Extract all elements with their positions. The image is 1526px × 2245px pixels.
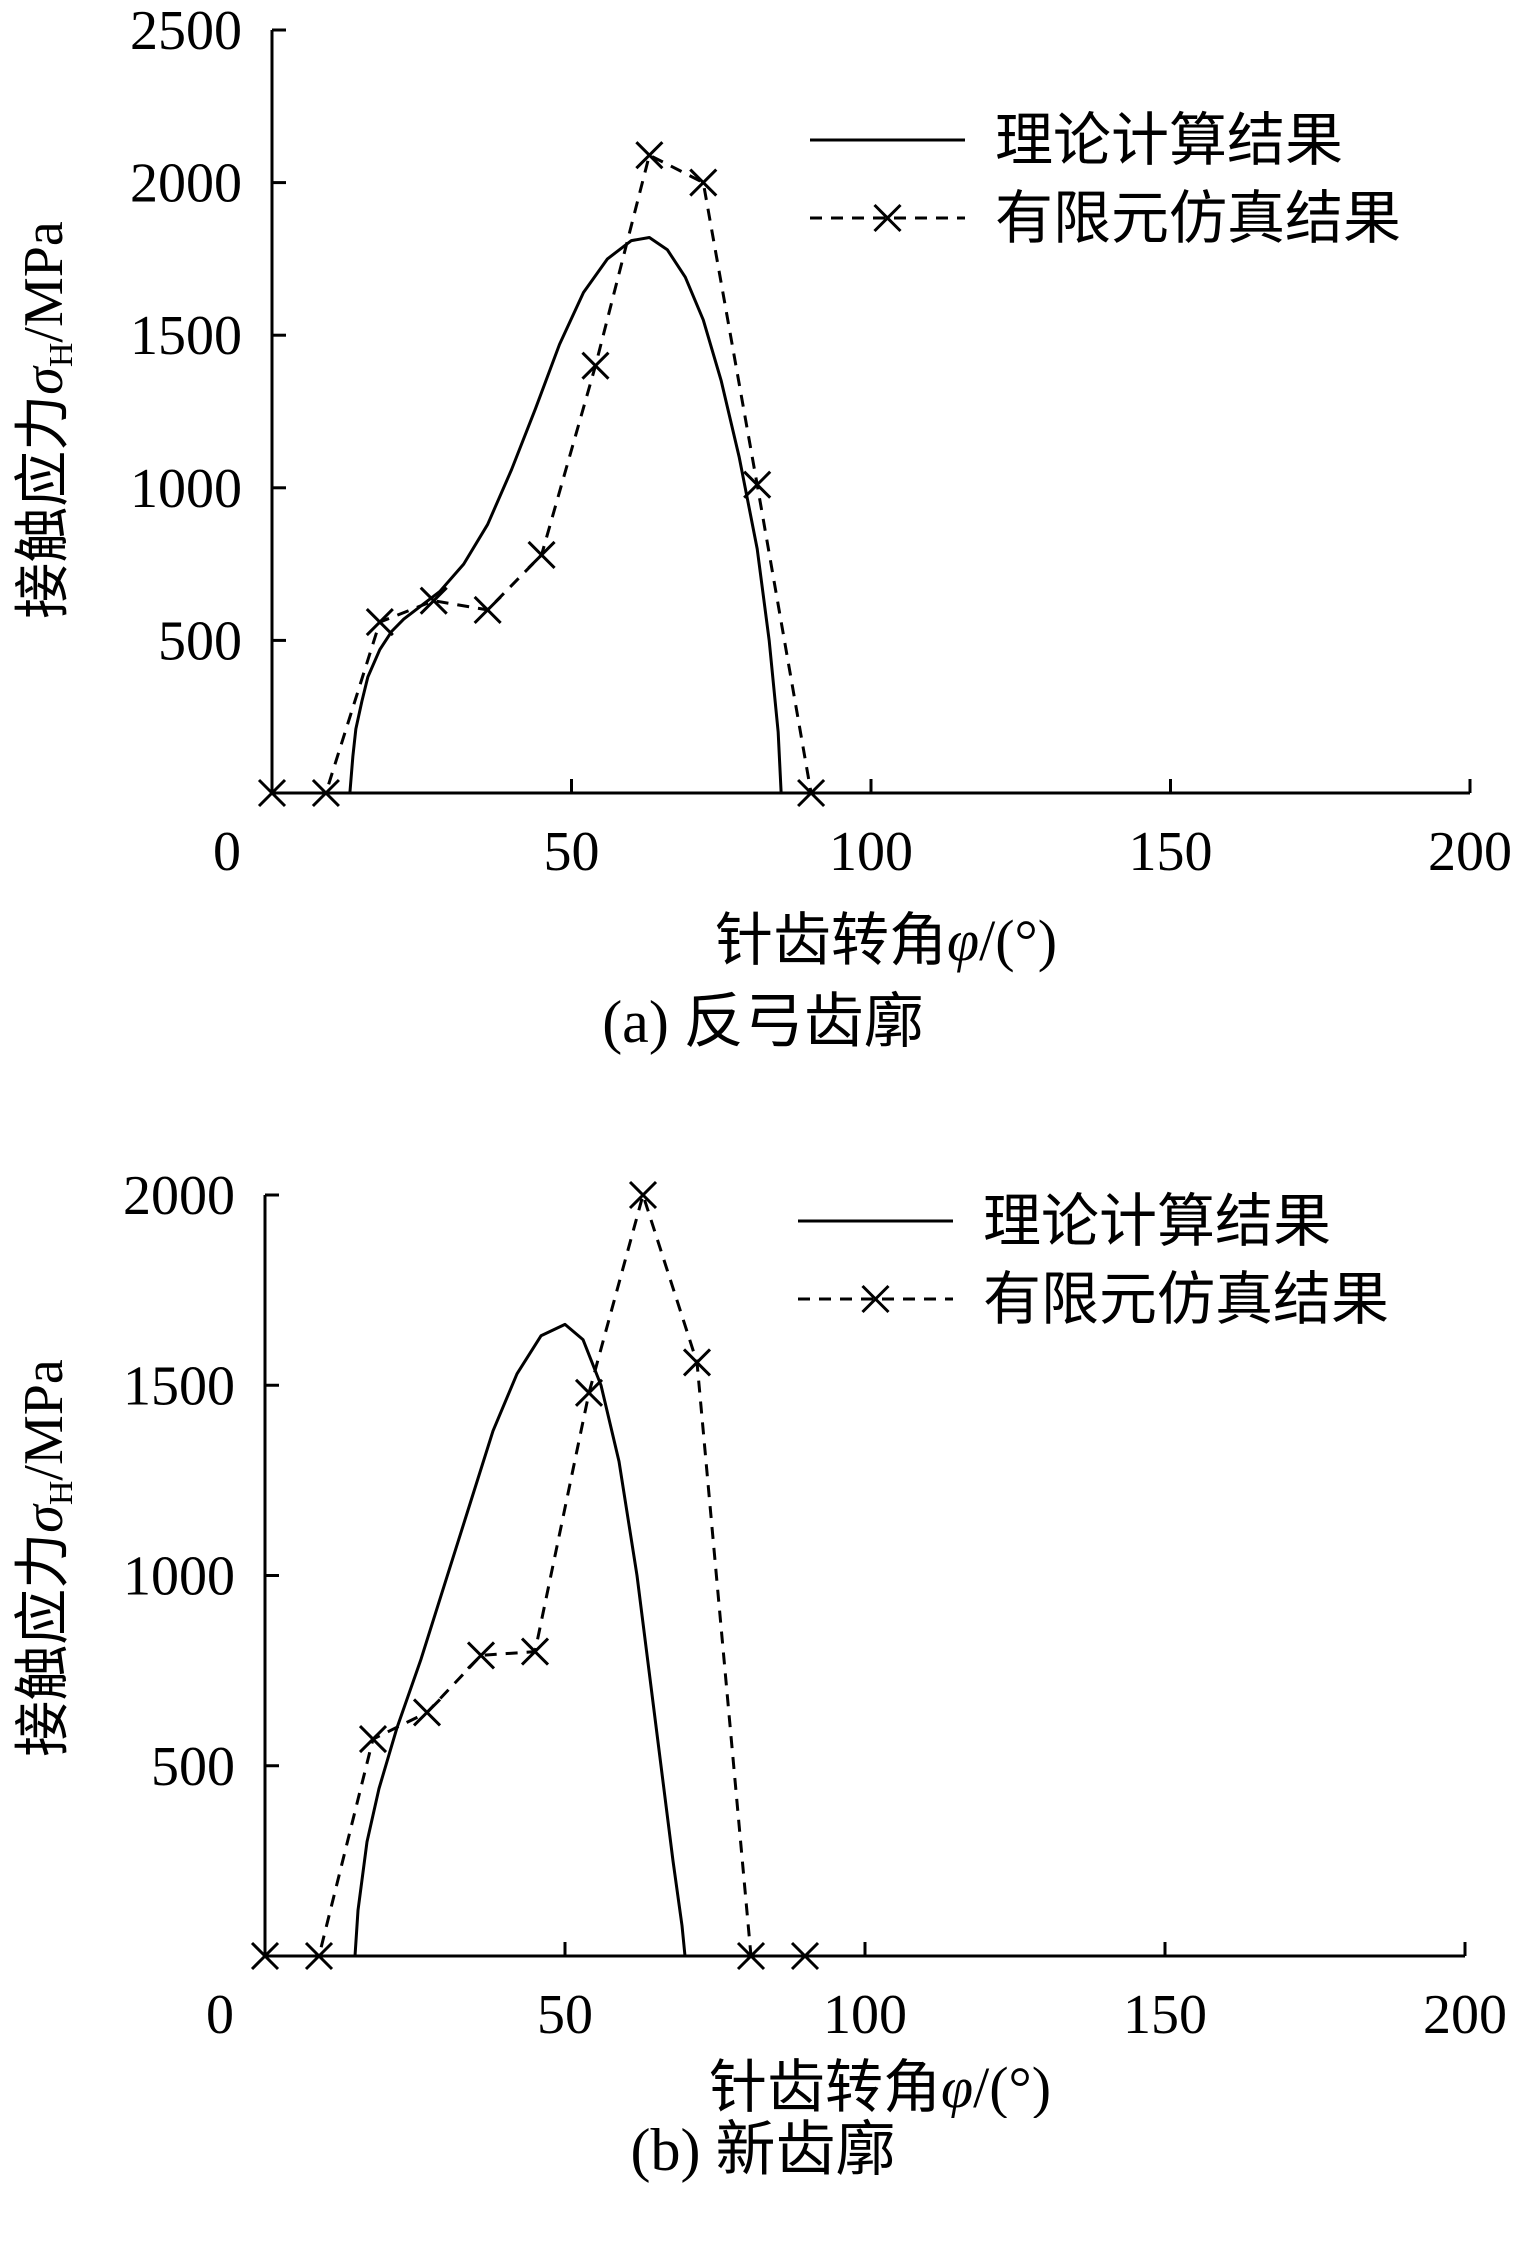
y-axis-label-sub: H	[43, 1481, 80, 1506]
data-point-b-2	[358, 1725, 388, 1754]
data-point-b-7	[628, 1180, 658, 1210]
legend-label-1: 有限元仿真结果	[995, 186, 1401, 251]
y-axis-label-unit: /MPa	[13, 1359, 75, 1480]
chart-panel-a: 0 50 100 150 200 500 1000 1500 2000 2500 针齿转角φ/(°)…	[0, 0, 1526, 1120]
y-tick-label-b: 1000	[123, 1546, 235, 1608]
data-point-a-7	[635, 141, 664, 170]
x-tick-label-a: 100	[829, 821, 913, 883]
data-point-a-6	[581, 351, 610, 380]
y-tick-label-b: 1500	[123, 1355, 235, 1417]
caption-a: (a) 反弓齿廓	[602, 989, 924, 1055]
data-point-a-5	[527, 540, 556, 570]
x-axis-label-var: φ	[947, 908, 979, 973]
x-tick-label-b: 100	[823, 1984, 907, 2046]
data-point-b-10	[790, 1941, 820, 1971]
x-tick-label-a: 200	[1428, 821, 1512, 883]
data-point-b-8	[682, 1348, 712, 1377]
data-point-b-9	[736, 1941, 766, 1971]
chart-b: 0 50 100 150 200 500 1000 1500 2000 针齿转角φ/(°) 接触应力…	[13, 1165, 1507, 2120]
data-point-a-8	[689, 168, 718, 197]
y-axis-label-var: σ	[13, 365, 75, 395]
y-tick-label-a: 1500	[130, 305, 242, 367]
y-axis-label-prefix: 接触应力	[13, 1533, 75, 1757]
y-tick-label-b: 2000	[123, 1165, 235, 1227]
legend-label-0: 理论计算结果	[983, 1189, 1331, 1254]
caption-b: (b) 新齿廓	[630, 2117, 896, 2183]
chart-a: 0 50 100 150 200 500 1000 1500 2000 2500 针齿转角φ/(°)…	[13, 0, 1512, 973]
x-tick-label-a: 50	[544, 821, 600, 883]
x-axis-label-unit: /(°)	[973, 2055, 1051, 2118]
x-tick-label-b: 50	[537, 1984, 593, 2046]
data-point-a-1	[311, 778, 340, 808]
series-line-b-0	[353, 1322, 687, 1957]
x-tick-label-b: 0	[206, 1984, 234, 2046]
legend-label-0: 理论计算结果	[995, 108, 1343, 173]
series-line-b-1	[265, 1193, 805, 1958]
y-tick-label-b: 500	[151, 1736, 235, 1798]
y-axis-label-unit: /MPa	[13, 221, 75, 342]
y-axis-label-sub: H	[43, 343, 80, 368]
data-point-b-4	[466, 1641, 496, 1670]
y-tick-label-a: 2000	[130, 153, 242, 215]
x-tick-label-b: 150	[1123, 1984, 1207, 2046]
data-point-b-6	[574, 1378, 604, 1407]
y-tick-label-a: 2500	[130, 0, 242, 62]
data-point-a-0	[257, 778, 287, 808]
x-axis-label-b: 针齿转角φ/(°)	[709, 2055, 1051, 2118]
data-point-a-3	[419, 586, 448, 615]
y-tick-label-a: 1000	[130, 458, 242, 520]
data-point-a-4	[473, 595, 502, 624]
y-axis-label-a: 接触应力σH/MPa	[13, 221, 80, 619]
legend-label-1: 有限元仿真结果	[983, 1267, 1389, 1332]
series-line-a-1	[272, 153, 813, 795]
data-point-b-5	[520, 1637, 550, 1666]
series-line-a-0	[348, 236, 783, 794]
x-axis-label-unit: /(°)	[979, 908, 1057, 973]
x-axis-label-var: φ	[941, 2055, 973, 2118]
y-axis-label-prefix: 接触应力	[13, 395, 75, 619]
legend-marker	[873, 203, 902, 233]
x-tick-label-a: 150	[1129, 821, 1213, 883]
x-tick-label-b: 200	[1423, 1984, 1507, 2046]
y-tick-label-a: 500	[158, 610, 242, 672]
x-tick-label-a: 0	[213, 821, 241, 883]
chart-panel-b: 0 50 100 150 200 500 1000 1500 2000 针齿转角φ/(°) 接触应力…	[0, 1120, 1526, 2245]
data-point-b-0	[250, 1941, 280, 1971]
y-axis-label-var: σ	[13, 1503, 75, 1533]
x-axis-label-prefix: 针齿转角	[715, 908, 947, 973]
data-point-a-2	[365, 608, 394, 637]
data-point-b-1	[304, 1941, 334, 1971]
legend-marker	[861, 1284, 890, 1314]
y-axis-label-b: 接触应力σH/MPa	[13, 1359, 80, 1757]
data-point-a-9	[743, 470, 772, 499]
x-axis-label-prefix: 针齿转角	[709, 2055, 941, 2118]
data-point-b-3	[412, 1698, 442, 1727]
data-point-a-10	[797, 778, 826, 808]
x-axis-label-a: 针齿转角φ/(°)	[715, 908, 1057, 973]
